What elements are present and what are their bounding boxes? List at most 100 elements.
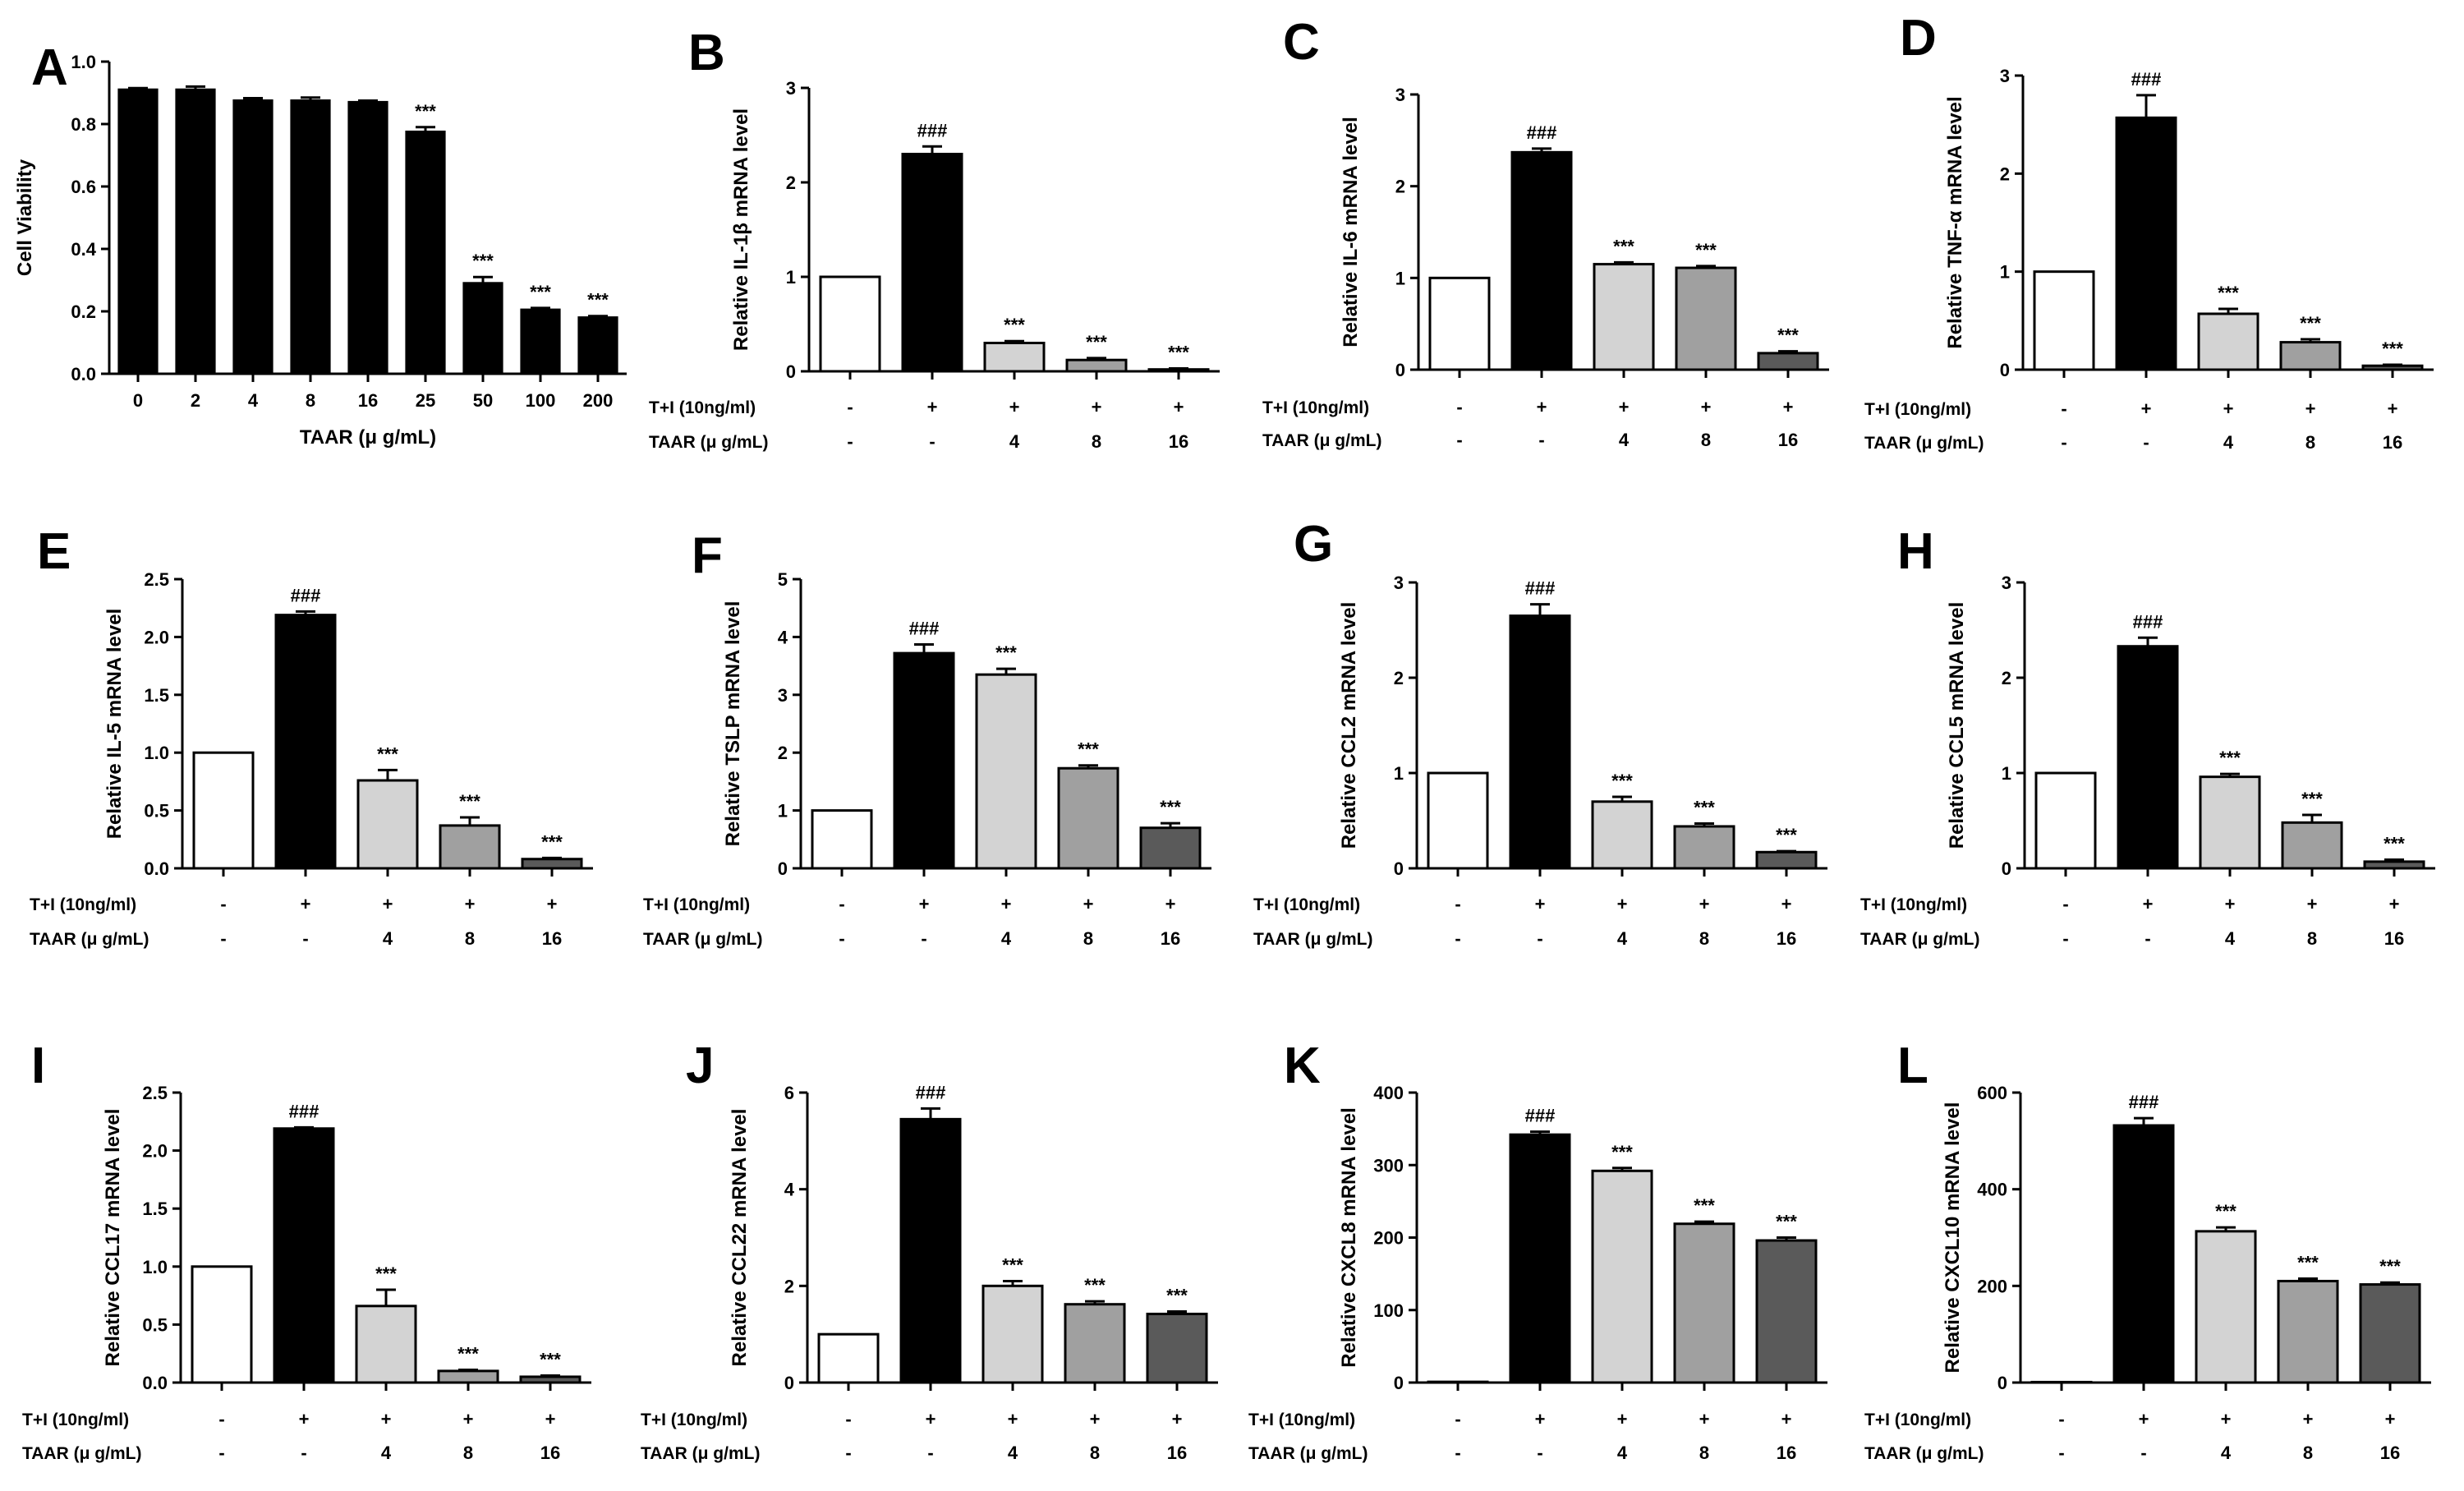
panel-letter: G [1294,516,1333,573]
treatment-mark: + [919,894,930,914]
bar [2363,860,2425,870]
bar [405,131,446,375]
dose-mark: 8 [1699,928,1709,949]
treatment-mark: + [2385,1409,2396,1429]
y-axis-label: Relative CXCL10 mRNA level [1942,1102,1964,1374]
treatment-mark: + [927,397,938,417]
significance-mark: *** [415,101,436,122]
treatment-mark: + [2143,894,2154,914]
bar [273,1127,335,1384]
treatment-row-label: T+I (10ng/ml) [1253,895,1360,914]
bar [1146,1312,1208,1384]
x-tick-label: 16 [358,390,378,411]
dose-mark: - [1456,430,1462,450]
bar [2112,1124,2175,1384]
y-tick-label: 0.6 [71,177,96,197]
y-tick-label: 0 [1394,1373,1404,1393]
treatment-mark: + [1165,894,1176,914]
bar [2361,364,2424,371]
bar [975,673,1037,870]
bar [2034,771,2097,870]
bar [274,614,337,870]
treatment-row-label: T+I (10ng/ml) [1262,398,1369,417]
dose-row-label: TAAR (μ g/mL) [649,433,768,452]
y-tick-label: 0.5 [142,1314,168,1335]
y-tick-label: 300 [1373,1155,1404,1176]
dose-mark: - [1537,1443,1542,1463]
dose-mark: 4 [1009,431,1020,452]
dose-mark: 16 [2383,432,2402,453]
panel-letter: L [1897,1038,1928,1094]
x-tick-label: 4 [248,390,259,411]
bar [2195,1230,2257,1384]
treatment-row-label: T+I (10ng/ml) [1864,400,1971,419]
significance-mark: *** [1777,325,1799,346]
bar [520,308,561,375]
y-tick-label: 0.2 [71,301,96,322]
dose-mark: - [2143,432,2149,453]
treatment-mark: + [381,1409,392,1429]
y-tick-label: 200 [1977,1276,2007,1296]
treatment-mark: + [1009,397,1020,417]
x-tick-label: 25 [416,390,435,411]
bar [983,342,1046,373]
chart-panel-l: L 0 200 400 600 Relative CXCL10 mRNA level - - #… [1864,1038,2431,1463]
dose-row-label: TAAR (μ g/mL) [1860,930,1979,949]
chart-panel-d: D 0 1 2 3 Relative TNF-α mRNA level - - ### + - ***… [1864,10,2434,453]
y-tick-label: 1 [2002,763,2011,784]
y-tick-label: 1 [1395,268,1405,288]
bar [191,1265,253,1384]
dose-row-label: TAAR (μ g/mL) [1253,930,1372,949]
treatment-mark: + [463,1409,474,1429]
treatment-mark: + [2221,1409,2232,1429]
y-tick-label: 0 [1395,360,1405,380]
dose-mark: - [927,1443,933,1463]
dose-row-label: TAAR (μ g/mL) [30,930,149,949]
treatment-mark: + [926,1409,936,1429]
significance-mark: ### [1525,578,1556,599]
y-tick-label: 600 [1977,1083,2007,1103]
y-tick-label: 0 [784,1373,794,1393]
dose-mark: 4 [1001,928,1012,949]
dose-mark: - [1455,928,1460,949]
bar [2281,821,2343,870]
x-tick-label: 100 [526,390,556,411]
y-axis-label: Relative TNF-α mRNA level [1944,96,1966,348]
y-tick-label: 0.0 [71,364,96,384]
bar [1428,276,1491,371]
significance-mark: ### [1527,122,1557,143]
bar [1139,826,1202,870]
significance-mark: *** [1694,797,1715,817]
treatment-mark: + [1001,894,1012,914]
treatment-mark: + [1781,1409,1792,1429]
treatment-mark: + [545,1409,556,1429]
significance-mark: *** [995,642,1017,663]
treatment-mark: - [839,894,844,914]
treatment-mark: + [1781,894,1792,914]
bar [519,1375,582,1384]
dose-mark: - [839,928,844,949]
significance-mark: *** [541,831,563,852]
significance-mark: *** [377,743,398,764]
treatment-row-label: T+I (10ng/ml) [30,895,136,914]
x-tick-label: 8 [306,390,315,411]
bar [347,100,388,375]
bar [2115,116,2177,371]
dose-mark: 16 [542,928,562,949]
significance-mark: *** [1776,1212,1797,1232]
y-axis-label: Cell Viability [14,159,36,276]
bar [1593,263,1655,371]
dose-row-label: TAAR (μ g/mL) [1864,434,1984,453]
dose-mark: 16 [1169,431,1188,452]
dose-mark: 4 [1617,1443,1628,1463]
dose-mark: 4 [1617,928,1628,949]
x-axis-label: TAAR (μ g/mL) [300,426,436,449]
y-tick-label: 3 [2000,66,2010,86]
bar [175,88,216,375]
treatment-mark: + [1701,397,1712,417]
treatment-row-label: T+I (10ng/ml) [649,398,756,417]
dose-mark: 8 [2307,928,2317,949]
dose-mark: - [2062,928,2068,949]
panel-letter: D [1900,10,1937,67]
bar [192,751,255,870]
